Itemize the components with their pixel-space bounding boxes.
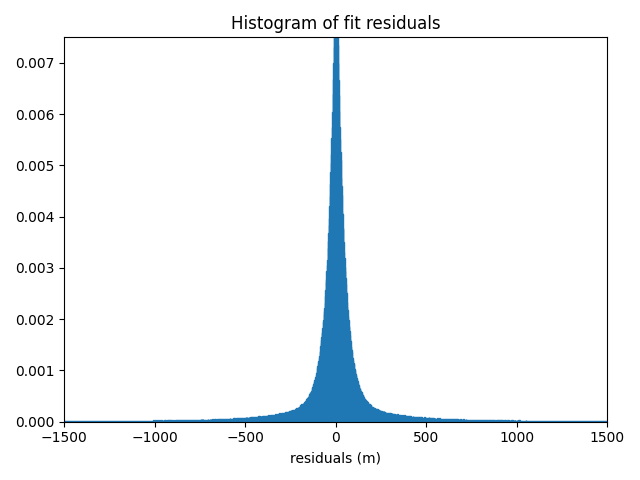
X-axis label: residuals (m): residuals (m) — [291, 451, 381, 465]
Title: Histogram of fit residuals: Histogram of fit residuals — [231, 15, 441, 33]
